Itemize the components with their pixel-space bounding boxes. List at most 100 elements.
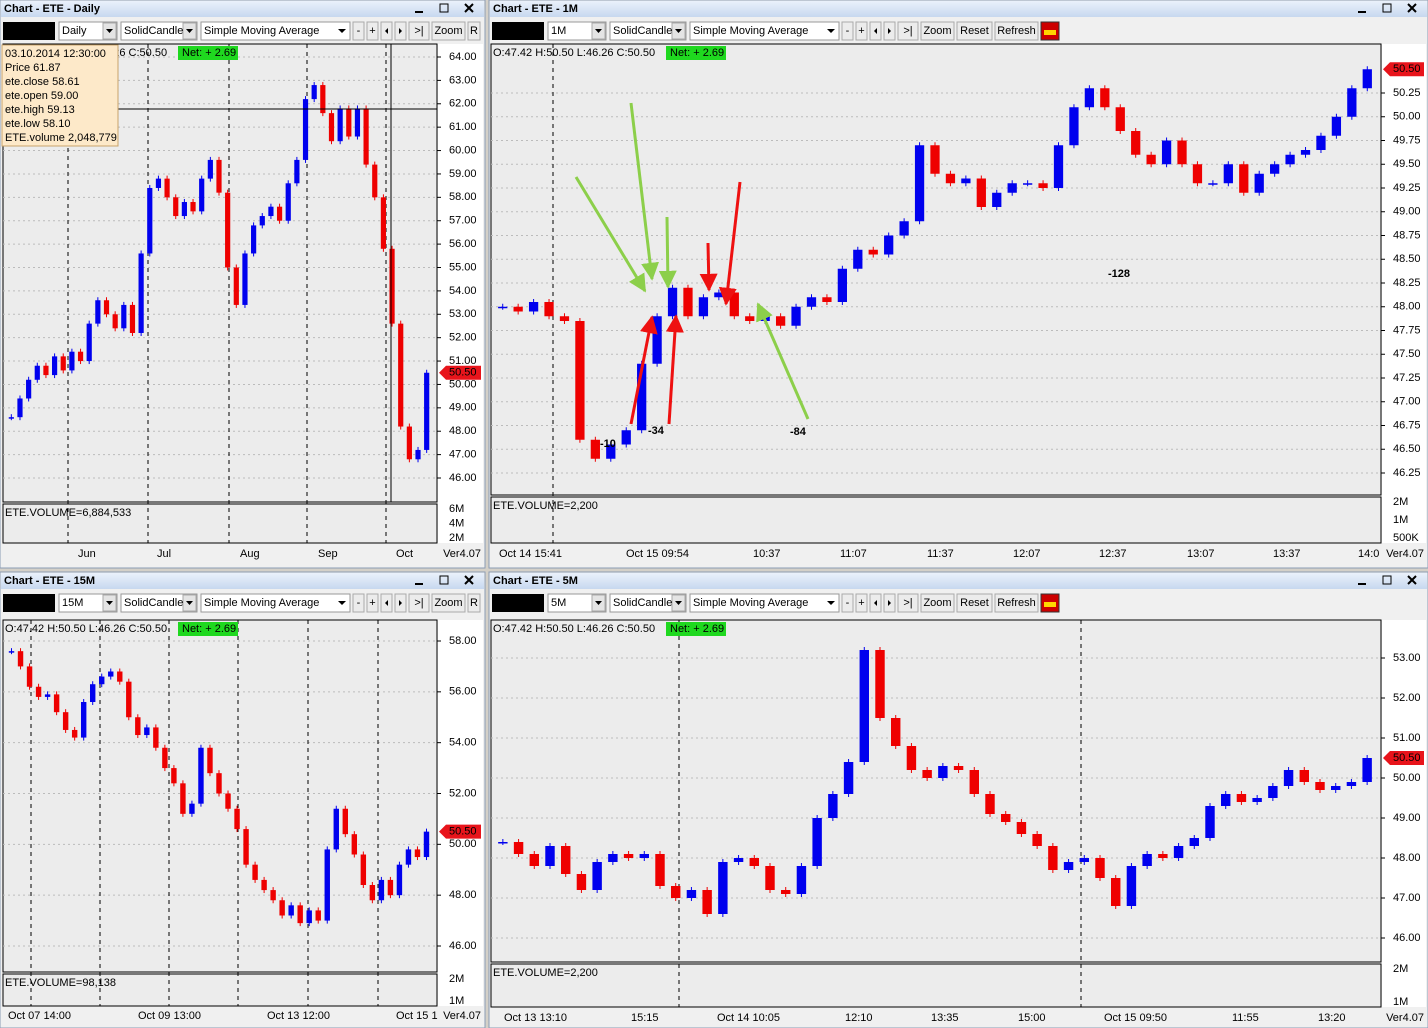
- indicator-box[interactable]: [200, 21, 351, 41]
- candle: [1111, 878, 1121, 906]
- date-label: Oct 13 12:00: [267, 1010, 330, 1022]
- arrow: [629, 102, 660, 281]
- scroll-end-button[interactable]: [408, 593, 430, 613]
- price-tag-label: 50.50: [449, 367, 477, 379]
- close-button[interactable]: [1407, 3, 1417, 13]
- candle: [80, 702, 87, 738]
- candle: [796, 866, 807, 894]
- candle: [822, 297, 832, 302]
- volume-tick-label: 500K: [1393, 532, 1419, 544]
- candle: [843, 762, 854, 794]
- maximize-button[interactable]: [1382, 575, 1392, 585]
- zoom-out-button[interactable]: [841, 21, 854, 41]
- price-tick-label: 54.00: [449, 737, 477, 749]
- toolbar-button[interactable]: [956, 593, 993, 613]
- candle: [415, 449, 421, 460]
- price-tick-label: 46.50: [1393, 443, 1421, 455]
- window-title: Chart - ETE - 5M: [493, 575, 578, 587]
- close-button[interactable]: [464, 575, 474, 585]
- candle: [498, 306, 508, 309]
- candle: [44, 694, 51, 697]
- net-change: Net: + 2.69: [670, 623, 724, 635]
- toolbar-button[interactable]: [994, 21, 1039, 41]
- zoom-in-button[interactable]: [855, 21, 868, 41]
- candle: [164, 178, 170, 198]
- period: 5M: [551, 597, 566, 609]
- price-tick-label: 48.50: [1393, 253, 1421, 265]
- style-dropdown[interactable]: [609, 593, 687, 613]
- candle: [655, 854, 665, 886]
- indicator-box[interactable]: [689, 21, 840, 41]
- toolbar-button[interactable]: [467, 593, 481, 613]
- style-dropdown[interactable]: [120, 593, 198, 613]
- zoom-out-button[interactable]: [841, 593, 854, 613]
- scroll-end-button[interactable]: [897, 21, 919, 41]
- indicator-box[interactable]: [200, 593, 351, 613]
- symbol-box[interactable]: [492, 594, 544, 612]
- symbol-box[interactable]: [492, 22, 544, 40]
- candle: [749, 858, 759, 866]
- candle: [513, 842, 524, 854]
- price-tick-label: 49.25: [1393, 182, 1421, 194]
- maximize-button[interactable]: [1382, 3, 1392, 13]
- candle: [181, 202, 187, 217]
- toolbar-button[interactable]: [956, 21, 993, 41]
- close-button[interactable]: [1407, 575, 1417, 585]
- candle: [1268, 786, 1278, 798]
- candle: [1254, 173, 1264, 193]
- price-tag: [1383, 751, 1424, 765]
- style-dropdown[interactable]: [609, 21, 687, 41]
- candle: [1142, 854, 1152, 866]
- date-label: 11:37: [927, 548, 954, 560]
- candle: [1347, 88, 1357, 117]
- maximize-button[interactable]: [439, 3, 449, 13]
- candle: [729, 292, 739, 317]
- candle: [423, 831, 430, 858]
- zoom-button[interactable]: [920, 593, 955, 613]
- candle: [608, 854, 618, 862]
- zoom-in-button[interactable]: [366, 21, 379, 41]
- ohlc-info: O:47.42 H:50.50 L:46.26 C:50.50: [493, 623, 655, 635]
- candle: [985, 794, 995, 814]
- candle: [320, 85, 326, 114]
- scroll-end-button[interactable]: [408, 21, 430, 41]
- price-tick-label: 53.00: [1393, 652, 1421, 664]
- candle: [252, 864, 258, 880]
- candle: [1270, 164, 1280, 174]
- zoom-out-button-label: -: [846, 597, 850, 609]
- symbol-box[interactable]: [3, 22, 55, 40]
- candle: [884, 235, 894, 255]
- toolbar-button[interactable]: [467, 21, 481, 41]
- zoom-button[interactable]: [431, 593, 466, 613]
- period-dropdown-arrow: [595, 29, 602, 33]
- zoom-out-button[interactable]: [352, 593, 365, 613]
- zoom-in-button[interactable]: [366, 593, 379, 613]
- candle: [1362, 69, 1372, 89]
- candle: [590, 439, 600, 459]
- style-dropdown[interactable]: [120, 21, 198, 41]
- zoom-button[interactable]: [431, 21, 466, 41]
- net-box: [178, 622, 238, 636]
- price-tick-label: 49.00: [1393, 812, 1421, 824]
- date-label: Oct 15 1: [396, 1010, 438, 1022]
- indicator-box[interactable]: [689, 593, 840, 613]
- toolbar-button[interactable]: [994, 593, 1039, 613]
- candle: [8, 651, 15, 653]
- zoom-button[interactable]: [920, 21, 955, 41]
- candle: [806, 297, 817, 307]
- close-button[interactable]: [464, 3, 474, 13]
- candle: [698, 297, 709, 317]
- candle: [891, 718, 901, 746]
- ohlc-info: O:47.42 H:50.50 L:46.26 C:50.50: [5, 623, 167, 635]
- zoom-in-button-label: +: [369, 597, 375, 609]
- maximize-button[interactable]: [439, 575, 449, 585]
- price-tag: [1383, 62, 1424, 77]
- scroll-end-button[interactable]: [897, 593, 919, 613]
- price-tick-label: 55.00: [449, 261, 477, 273]
- symbol-box[interactable]: [3, 594, 55, 612]
- zoom-out-button[interactable]: [352, 21, 365, 41]
- candle: [389, 248, 395, 324]
- candle: [207, 159, 213, 179]
- zoom-in-button[interactable]: [855, 593, 868, 613]
- candle: [853, 249, 863, 269]
